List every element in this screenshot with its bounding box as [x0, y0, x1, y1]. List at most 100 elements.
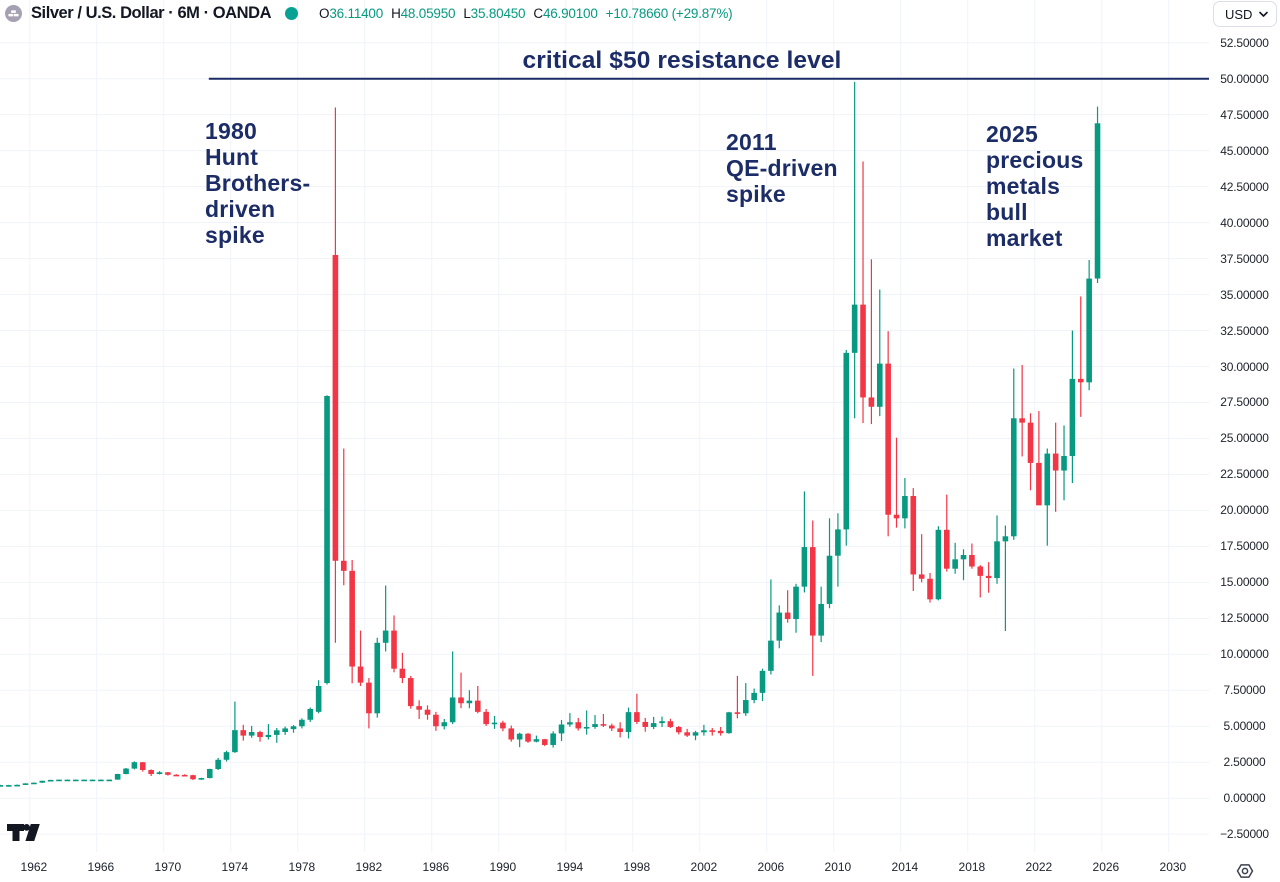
candle-wick: [636, 693, 638, 725]
candle-wick: [870, 259, 872, 425]
price-axis-label: 20.00000: [1220, 503, 1269, 518]
candle-wick: [803, 491, 805, 593]
candle-body: [72, 779, 79, 782]
candle-body: [826, 555, 833, 604]
annotation-1980-spike[interactable]: 1980 Hunt Brothers- driven spike: [205, 118, 311, 248]
candle-body: [541, 739, 548, 745]
candle-wick: [493, 715, 496, 729]
annotation-2011-spike[interactable]: 2011 QE-driven spike: [726, 129, 838, 207]
candle-wick: [602, 714, 604, 727]
candle-body: [1061, 456, 1067, 471]
price-axis-label: 25.00000: [1220, 431, 1269, 446]
candle-body: [516, 733, 523, 740]
candle-body: [1069, 378, 1076, 457]
candle-body: [893, 514, 900, 519]
candle-wick: [535, 735, 537, 743]
price-axis-label: 2.50000: [1223, 755, 1266, 770]
candle-wick: [921, 534, 923, 583]
candle-body: [793, 586, 799, 620]
candle-body: [156, 772, 163, 775]
candle-wick: [385, 585, 387, 652]
candle-body: [801, 547, 808, 587]
candle-body: [617, 728, 623, 733]
annotation-critical-resistance[interactable]: critical $50 resistance level: [522, 47, 842, 74]
candle-body: [835, 529, 841, 556]
candle-wick: [234, 701, 236, 753]
candle-wick: [468, 690, 470, 709]
candle-body: [1002, 536, 1009, 542]
time-axis-label: 1982: [355, 860, 383, 874]
candle-body: [424, 709, 431, 715]
candle-body: [441, 722, 448, 727]
candle-body: [969, 555, 975, 567]
candle-body: [0, 785, 4, 787]
candle-body: [483, 711, 489, 725]
candle-body: [357, 666, 364, 683]
candle-wick: [594, 715, 596, 729]
axis-settings-gear-icon[interactable]: [1236, 862, 1254, 880]
time-axis-label: 2002: [690, 860, 718, 874]
candle-wick: [653, 716, 655, 730]
candle-wick: [418, 700, 420, 720]
candle-body: [751, 692, 757, 701]
time-axis-label: 1962: [20, 860, 48, 874]
candle-wick: [854, 81, 856, 419]
candle-wick: [519, 732, 521, 748]
candle-body: [508, 728, 515, 740]
low-value: 35.80450: [470, 6, 526, 21]
candle-body: [223, 752, 230, 760]
candle-body: [985, 575, 992, 579]
candle-body: [265, 734, 272, 738]
candle-body: [784, 612, 791, 620]
candle-body: [592, 724, 598, 727]
candle-body: [449, 697, 456, 723]
low-label: L: [463, 6, 471, 21]
candle-body: [1086, 278, 1092, 383]
candle-wick: [703, 724, 705, 736]
price-axis-label: 10.00000: [1220, 647, 1269, 662]
candle-body: [851, 304, 858, 353]
time-axis-label: 1994: [556, 860, 584, 874]
candle-wick: [1004, 525, 1006, 631]
candle-body: [1044, 453, 1051, 506]
candle-body: [307, 708, 314, 720]
price-axis-label: 45.00000: [1220, 143, 1269, 158]
candle-body: [734, 712, 741, 714]
candle-body: [876, 363, 883, 407]
candle-body: [943, 529, 950, 569]
candle-body: [22, 783, 29, 785]
candle-body: [600, 724, 607, 726]
price-axis[interactable]: 52.50000 50.00000 47.50000 45.00000 42.50000…: [1209, 0, 1280, 852]
candle-body: [349, 570, 355, 667]
tradingview-logo-icon[interactable]: [7, 823, 43, 842]
candle-body: [248, 732, 255, 736]
candle-body: [776, 612, 783, 641]
price-axis-label: 12.50000: [1220, 611, 1269, 626]
candle-wick: [267, 724, 269, 740]
candle-body: [860, 304, 866, 398]
open-value: 36.11400: [329, 6, 384, 21]
candle-body: [608, 725, 615, 729]
time-axis[interactable]: 1962 1966 1970 1974 1978 1982 1986 1990 1994 1998…: [0, 852, 1209, 882]
candle-body: [625, 712, 632, 733]
candle-body: [39, 780, 46, 783]
price-axis-label: 22.50000: [1220, 467, 1269, 482]
candle-body: [106, 779, 113, 782]
candle-body: [273, 730, 280, 735]
candle-wick: [895, 437, 898, 528]
symbol-title[interactable]: Silver / U.S. Dollar · 6M · OANDA: [31, 4, 272, 22]
candle-body: [818, 603, 824, 636]
market-status-dot-icon[interactable]: [285, 7, 299, 20]
time-axis-label: 1970: [154, 860, 182, 874]
candle-body: [525, 733, 531, 742]
candle-body: [768, 640, 774, 671]
price-axis-label: −2.50000: [1220, 827, 1269, 842]
currency-selector-button[interactable]: USD: [1213, 1, 1277, 27]
candle-body: [290, 726, 297, 730]
candle-body: [935, 529, 942, 600]
annotation-2025-bull-market[interactable]: 2025 precious metals bull market: [986, 121, 1084, 251]
candle-wick: [343, 448, 345, 586]
candle-body: [382, 630, 389, 643]
